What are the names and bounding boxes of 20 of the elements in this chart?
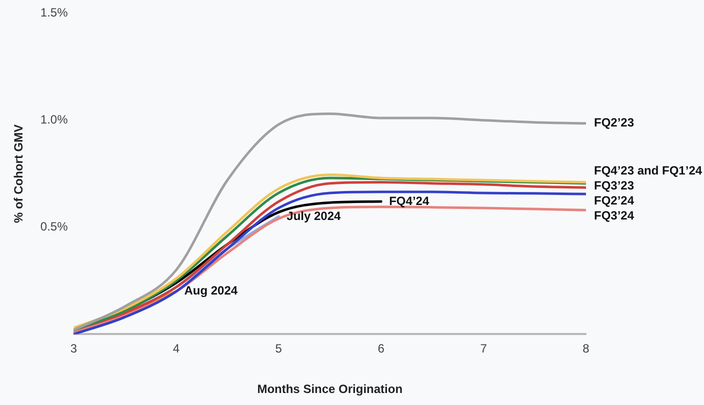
line-series	[74, 112, 586, 332]
series-label: Aug 2024	[184, 284, 238, 298]
x-axis-title: Months Since Origination	[257, 382, 403, 396]
series-label: FQ3’23	[594, 178, 634, 192]
y-tick-label: 1.5%	[40, 6, 68, 20]
x-tick-label: 6	[378, 342, 385, 356]
x-tick-label: 4	[172, 342, 180, 356]
series-label: July 2024	[286, 208, 342, 223]
series-label: FQ4’23 and FQ1’24	[594, 163, 702, 178]
x-tick-label: 5	[275, 342, 282, 356]
y-tick-label: 0.5%	[40, 220, 68, 234]
series-label: FQ3’24	[594, 208, 634, 222]
y-tick-label: 1.0%	[40, 112, 68, 127]
series-label: FQ2’23	[594, 116, 634, 130]
y-axis-title: % of Cohort GMV	[12, 124, 26, 224]
series-label: FQ4’24	[389, 194, 430, 208]
x-tick-label: 8	[582, 342, 590, 356]
x-tick-label: 3	[70, 342, 78, 356]
x-tick-label: 7	[480, 342, 488, 356]
series-label: FQ2’24	[594, 193, 634, 208]
